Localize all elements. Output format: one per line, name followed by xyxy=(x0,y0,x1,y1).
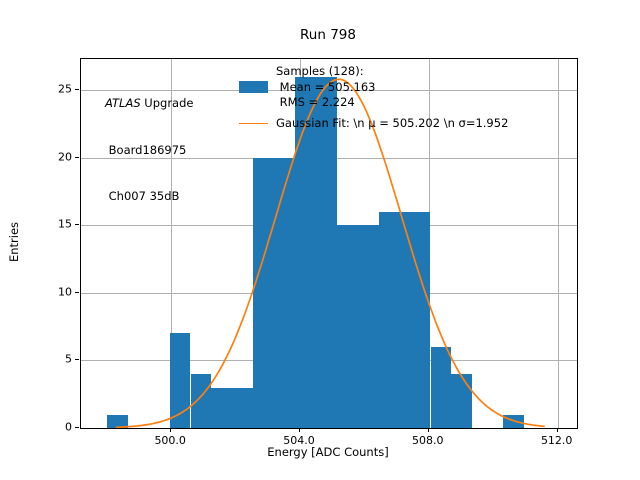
y-tick-mark xyxy=(75,427,79,428)
x-tick-label: 500.0 xyxy=(154,434,186,447)
histogram-bar xyxy=(190,373,212,428)
histogram-swatch xyxy=(239,81,268,94)
x-tick-label: 508.0 xyxy=(412,434,444,447)
legend-fit-label: Gaussian Fit: \n μ = 505.202 \n σ=1.952 xyxy=(276,115,509,130)
legend-entry-fit: Gaussian Fit: \n μ = 505.202 \n σ=1.952 xyxy=(239,116,508,132)
x-tick-mark xyxy=(299,428,300,432)
chart-title: Run 798 xyxy=(300,27,356,43)
y-tick-label: 0 xyxy=(65,420,72,434)
histogram-bar xyxy=(502,414,524,428)
y-axis-label: Entries xyxy=(7,221,21,263)
histogram-bar xyxy=(169,333,191,428)
legend-entry-samples: Samples (128): Mean = 505.163 RMS = 2.22… xyxy=(239,64,508,111)
x-tick-label: 512.0 xyxy=(540,434,573,447)
annotation-block: ATLAS Upgrade Board186975 Ch007 35dB xyxy=(105,65,193,236)
histogram-bar xyxy=(337,225,379,428)
histogram-bar xyxy=(253,157,296,428)
y-tick-mark xyxy=(75,291,79,293)
legend-samples-label: Samples (128): Mean = 505.163 RMS = 2.22… xyxy=(276,64,376,110)
annotation-upgrade: Upgrade xyxy=(140,96,194,111)
y-tick-label: 10 xyxy=(58,285,72,299)
gridline-vertical xyxy=(557,59,559,428)
histogram-bar xyxy=(211,387,254,428)
y-tick-label: 5 xyxy=(65,352,72,366)
x-tick-label: 504.0 xyxy=(283,434,315,447)
y-tick-mark xyxy=(75,156,79,158)
fit-line-swatch xyxy=(239,122,268,124)
histogram-bar xyxy=(430,346,452,428)
histogram-bar xyxy=(451,373,473,428)
legend: Samples (128): Mean = 505.163 RMS = 2.22… xyxy=(239,64,508,136)
y-tick-label: 25 xyxy=(58,82,72,96)
y-tick-mark xyxy=(75,89,79,91)
x-tick-mark xyxy=(427,428,429,432)
x-axis-label: Energy [ADC Counts] xyxy=(267,445,389,459)
annotation-line-2: Board186975 xyxy=(105,142,187,157)
annotation-atlas: ATLAS xyxy=(105,96,141,111)
annotation-line-1: ATLAS Upgrade xyxy=(105,96,193,112)
y-tick-label: 20 xyxy=(58,150,72,164)
y-tick-mark xyxy=(75,224,79,226)
y-tick-mark xyxy=(75,359,79,361)
y-tick-label: 15 xyxy=(58,217,72,231)
histogram-bar xyxy=(106,414,128,428)
x-tick-mark xyxy=(170,428,172,432)
plot-area: ATLAS Upgrade Board186975 Ch007 35dB Sam… xyxy=(80,58,578,429)
x-tick-mark xyxy=(556,428,558,432)
histogram-bar xyxy=(378,211,431,428)
annotation-line-3: Ch007 35dB xyxy=(105,189,180,204)
